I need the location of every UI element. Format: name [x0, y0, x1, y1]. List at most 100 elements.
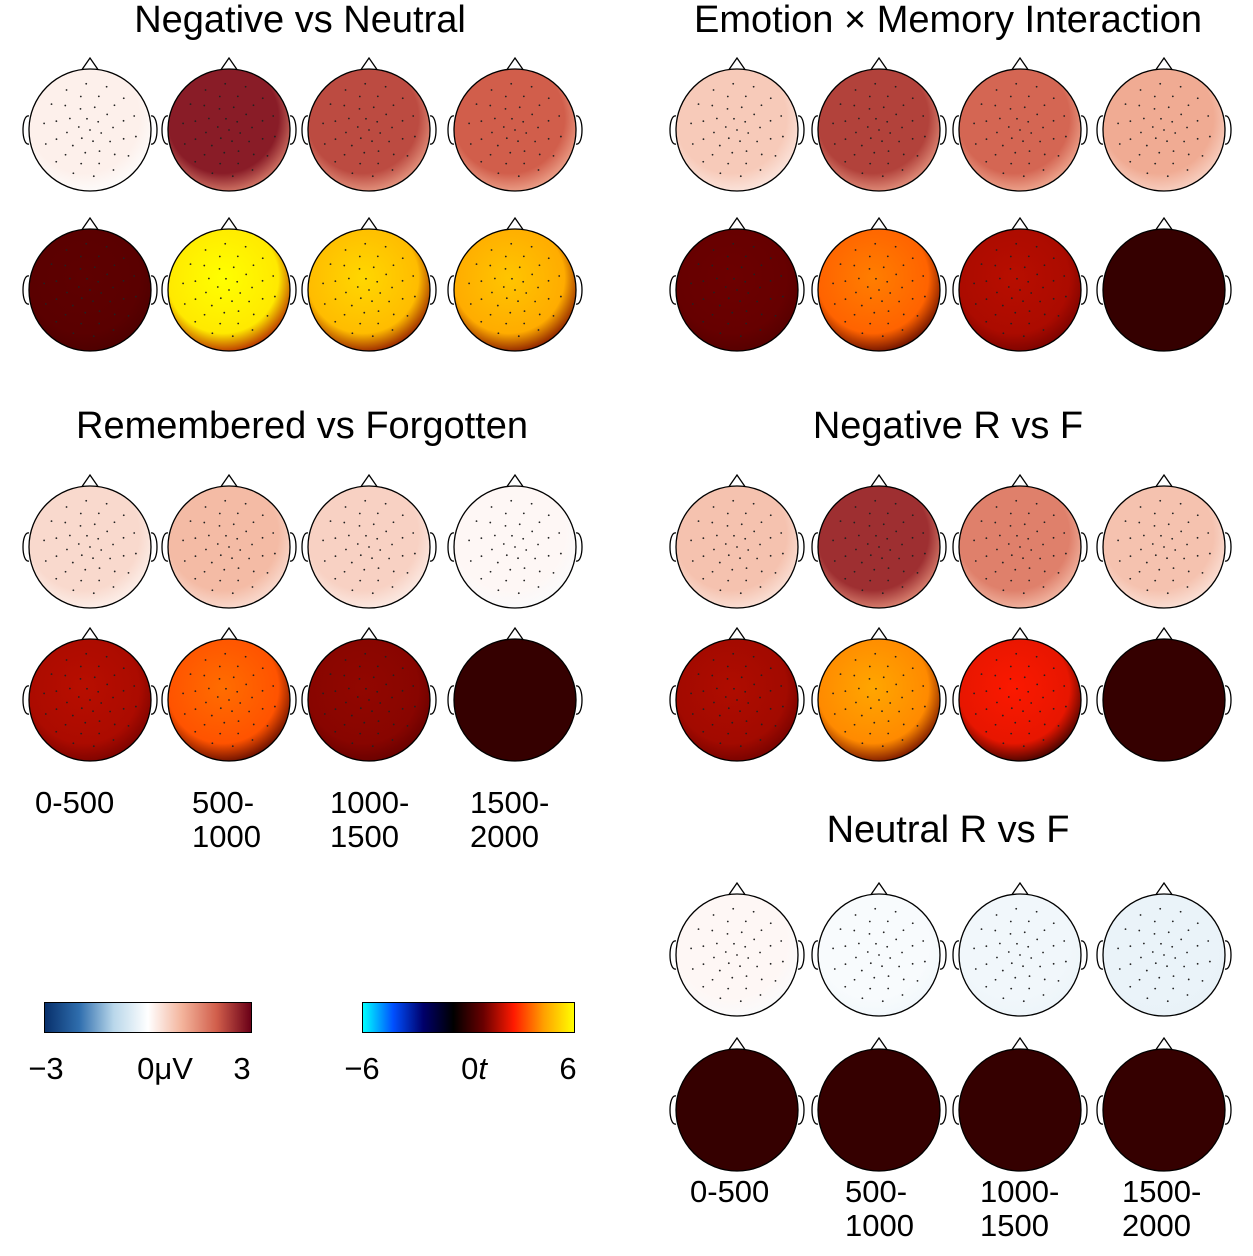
- electrode-dot: [1009, 255, 1012, 258]
- electrode-dot: [237, 322, 240, 325]
- electrode-dot: [1027, 537, 1030, 540]
- electrode-dot: [122, 514, 125, 517]
- electrode-dot: [44, 713, 47, 715]
- electrode-dot: [207, 687, 210, 690]
- electrode-dot: [769, 279, 772, 282]
- electrode-dot: [1014, 568, 1017, 571]
- electrode-dot: [996, 956, 998, 959]
- electrode-dot: [98, 150, 101, 153]
- electrode-dot: [1171, 537, 1174, 540]
- electrode-dot: [496, 304, 499, 307]
- electrode-dot: [1145, 969, 1148, 972]
- electrode-dot: [385, 683, 388, 686]
- electrode-dot: [873, 721, 876, 724]
- panel-title-remembered-vs-forgotten: Remembered vs Forgotten: [76, 405, 528, 447]
- electrode-dot: [744, 537, 747, 540]
- electrode-dot: [72, 589, 75, 592]
- electrode-dot: [769, 137, 772, 140]
- electrode-dot: [68, 277, 71, 280]
- electrode-dot: [1196, 137, 1199, 140]
- electrode-dot: [1002, 332, 1005, 335]
- electrode-dot: [1064, 295, 1067, 298]
- electrode-dot: [839, 673, 842, 676]
- ear-marker: [301, 532, 309, 562]
- electrode-dot: [112, 696, 114, 699]
- electrode-dot: [911, 944, 914, 947]
- electrode-dot: [225, 117, 227, 120]
- electrode-dot: [702, 160, 705, 163]
- electrode-dot: [273, 705, 276, 708]
- electrode-dot: [92, 140, 94, 143]
- nose-marker: [219, 626, 239, 642]
- electrode-dot: [64, 723, 67, 726]
- electrode-dot: [1042, 951, 1044, 954]
- electrode-dot: [774, 979, 777, 982]
- ear-marker: [811, 1095, 819, 1125]
- electrode-dot: [887, 150, 890, 153]
- electrode-dot: [531, 530, 534, 533]
- microvolt-topomap: [669, 473, 805, 609]
- electrode-dot: [1028, 322, 1031, 325]
- electrode-dot: [50, 103, 53, 106]
- electrode-dot: [1153, 932, 1156, 935]
- electrode-dot: [50, 520, 53, 523]
- electrode-dot: [1028, 310, 1031, 313]
- electrode-dot: [1030, 957, 1033, 959]
- electrode-dot: [322, 282, 325, 285]
- electrode-dot: [412, 115, 415, 117]
- electrode-dot: [878, 546, 880, 548]
- electrode-dot: [105, 502, 108, 505]
- electrode-dot: [1027, 665, 1030, 668]
- electrode-dot: [133, 275, 136, 277]
- ear-marker: [811, 115, 819, 145]
- electrode-dot: [245, 273, 248, 276]
- electrode-dot: [251, 126, 253, 129]
- electrode-dot: [881, 175, 884, 178]
- electrode-dot: [874, 82, 877, 85]
- electrode-dot: [79, 267, 82, 270]
- electrode-dot: [1001, 304, 1004, 307]
- electrode-dot: [869, 732, 872, 735]
- electrode-dot: [239, 549, 242, 551]
- t-value-topomap: [952, 626, 1088, 762]
- electrode-dot: [113, 723, 116, 726]
- electrode-dot: [739, 710, 741, 713]
- electrode-dot: [392, 723, 395, 726]
- electrode-dot: [1027, 920, 1030, 923]
- electrode-dot: [874, 652, 877, 655]
- electrode-dot: [1163, 954, 1165, 956]
- electrode-dot: [739, 745, 742, 748]
- electrode-dot: [1002, 742, 1005, 745]
- electrode-dot: [385, 530, 388, 533]
- electrode-dot: [518, 523, 521, 526]
- nose-marker: [80, 56, 100, 72]
- ear-marker: [1096, 685, 1104, 715]
- scalp-map: [1102, 638, 1226, 762]
- electrode-dot: [377, 310, 380, 313]
- electrode-dot: [252, 104, 255, 107]
- ear-marker: [575, 532, 583, 562]
- electrode-dot: [273, 135, 276, 138]
- electrode-dot: [183, 303, 186, 305]
- electrode-dot: [98, 567, 101, 570]
- electrode-dot: [236, 280, 239, 283]
- electrode-dot: [252, 723, 255, 726]
- electrode-dot: [887, 720, 890, 723]
- electrode-dot: [547, 257, 550, 260]
- electrode-dot: [401, 297, 404, 300]
- electrode-dot: [547, 97, 550, 100]
- ear-marker: [811, 940, 819, 970]
- electrode-dot: [760, 104, 763, 107]
- electrode-dot: [1010, 962, 1013, 965]
- t-value-topomap: [301, 626, 437, 762]
- electrode-dot: [995, 506, 998, 508]
- electrode-dot: [134, 135, 137, 138]
- electrode-dot: [853, 723, 856, 726]
- electrode-dot: [901, 329, 904, 331]
- electrode-dot: [712, 249, 715, 251]
- electrode-dot: [1172, 579, 1175, 582]
- electrode-dot: [697, 673, 700, 676]
- electrode-dot: [1129, 963, 1132, 966]
- electrode-dot: [713, 291, 715, 294]
- electrode-dot: [1042, 543, 1044, 546]
